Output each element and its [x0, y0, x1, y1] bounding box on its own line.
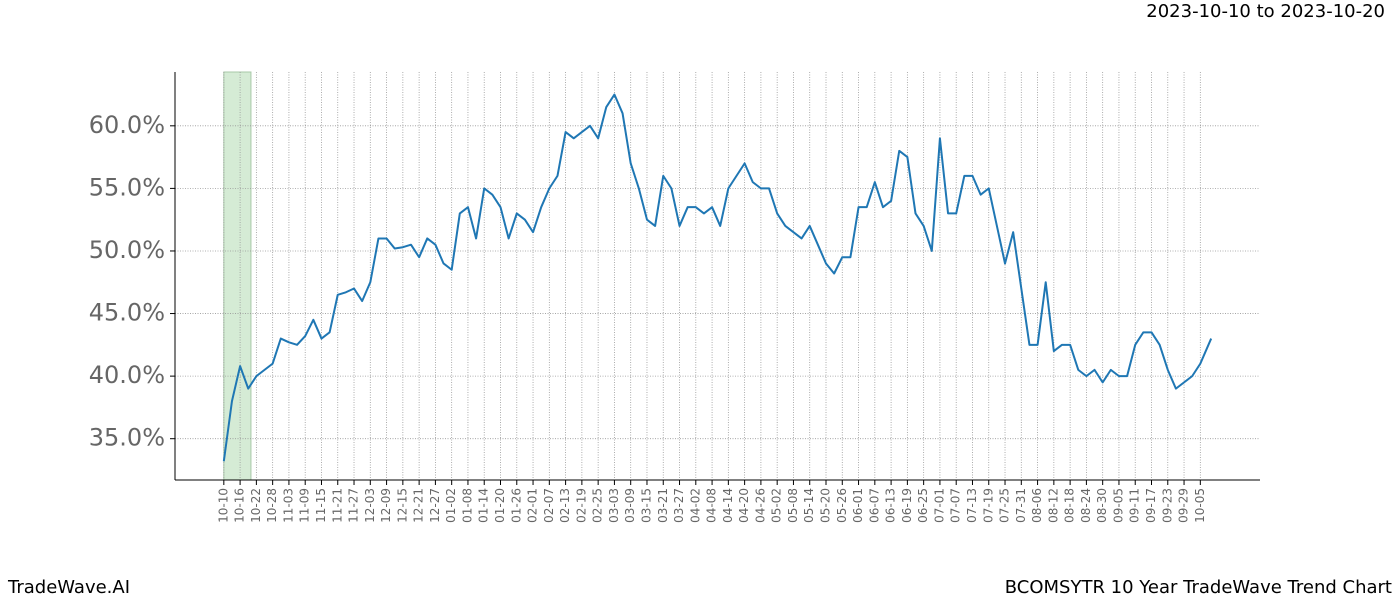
- x-tick-label: 03-09: [623, 488, 637, 523]
- x-tick-label: 04-26: [753, 488, 767, 523]
- highlight-span: [223, 71, 252, 481]
- trend-line: [222, 93, 1213, 462]
- x-tick-label: 05-26: [835, 488, 849, 523]
- x-tick-label: 08-18: [1063, 488, 1077, 523]
- x-tick-label: 04-20: [737, 488, 751, 523]
- x-tick-label: 12-21: [412, 488, 426, 523]
- x-tick-label: 01-26: [509, 488, 523, 523]
- x-tick-label: 03-27: [672, 488, 686, 523]
- x-tick-label: 10-28: [265, 488, 279, 523]
- x-tick-label: 07-01: [932, 488, 946, 523]
- y-tick-label: 45.0%: [89, 299, 165, 327]
- x-tick-label: 07-19: [981, 488, 995, 523]
- x-tick-label: 11-03: [281, 488, 295, 523]
- x-tick-label: 09-23: [1160, 488, 1174, 523]
- x-tick-label: 04-14: [721, 488, 735, 523]
- x-tick-label: 02-13: [558, 488, 572, 523]
- x-tick-label: 06-25: [916, 488, 930, 523]
- x-tick-label: 03-03: [607, 488, 621, 523]
- x-tick-label: 05-20: [819, 488, 833, 523]
- x-tick-label: 02-19: [574, 488, 588, 523]
- y-tick-label: 40.0%: [89, 361, 165, 389]
- y-tick-label: 50.0%: [89, 236, 165, 264]
- y-tick-label: 60.0%: [89, 111, 165, 139]
- x-tick-label: 08-24: [1079, 488, 1093, 523]
- y-tick-label: 35.0%: [89, 424, 165, 452]
- x-tick-label: 02-07: [542, 488, 556, 523]
- x-tick-label: 01-20: [493, 488, 507, 523]
- x-tick-label: 11-21: [330, 488, 344, 523]
- x-tick-label: 10-16: [233, 488, 247, 523]
- x-tick-label: 03-21: [656, 488, 670, 523]
- x-tick-label: 09-17: [1144, 488, 1158, 523]
- x-tick-label: 08-06: [1030, 488, 1044, 523]
- x-tick-label: 02-25: [591, 488, 605, 523]
- x-tick-label: 11-15: [314, 488, 328, 523]
- x-tick-label: 03-15: [639, 488, 653, 523]
- x-tick-label: 07-07: [949, 488, 963, 523]
- x-tick-label: 04-08: [705, 488, 719, 523]
- x-tick-label: 09-11: [1128, 488, 1142, 523]
- x-tick-label: 02-01: [526, 488, 540, 523]
- footer-right: BCOMSYTR 10 Year TradeWave Trend Chart: [1005, 577, 1392, 598]
- x-tick-label: 07-13: [965, 488, 979, 523]
- x-tick-label: 06-19: [900, 488, 914, 523]
- x-tick-label: 05-02: [770, 488, 784, 523]
- x-tick-label: 06-01: [851, 488, 865, 523]
- x-tick-label: 06-07: [867, 488, 881, 523]
- x-tick-label: 12-15: [395, 488, 409, 523]
- x-tick-label: 04-02: [688, 488, 702, 523]
- x-tick-label: 08-12: [1046, 488, 1060, 523]
- x-tick-label: 01-02: [444, 488, 458, 523]
- x-tick-label: 01-14: [477, 488, 491, 523]
- y-tick-label: 55.0%: [89, 173, 165, 201]
- x-tick-label: 11-27: [347, 488, 361, 523]
- x-tick-label: 01-08: [460, 488, 474, 523]
- x-tick-label: 09-05: [1111, 488, 1125, 523]
- x-tick-label: 05-14: [802, 488, 816, 523]
- x-tick-label: 10-10: [216, 488, 230, 523]
- footer-left: TradeWave.AI: [7, 577, 130, 598]
- x-tick-label: 07-31: [1014, 488, 1028, 523]
- x-tick-label: 07-25: [998, 488, 1012, 523]
- x-tick-label: 10-05: [1193, 488, 1207, 523]
- chart-title: 2023-10-10 to 2023-10-20: [1146, 1, 1385, 22]
- x-tick-label: 06-13: [884, 488, 898, 523]
- x-tick-label: 12-27: [428, 488, 442, 523]
- x-tick-label: 11-09: [298, 488, 312, 523]
- x-tick-label: 12-09: [379, 488, 393, 523]
- x-tick-label: 12-03: [363, 488, 377, 523]
- x-tick-label: 10-22: [249, 488, 263, 523]
- x-tick-label: 08-30: [1095, 488, 1109, 523]
- x-tick-label: 05-08: [786, 488, 800, 523]
- x-tick-label: 09-29: [1177, 488, 1191, 523]
